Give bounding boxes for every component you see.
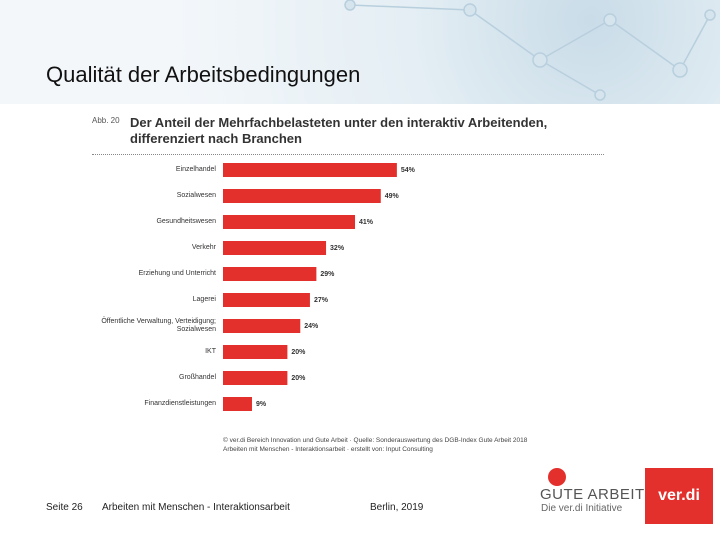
logo-main: GUTE ARBEIT (540, 486, 645, 503)
value-label: 20% (291, 349, 306, 356)
category-label: Finanzdienstleistungen (144, 400, 216, 407)
value-label: 41% (359, 219, 374, 226)
source: © ver.di Bereich Innovation und Gute Arb… (223, 436, 527, 454)
bar (223, 371, 288, 385)
footer-subject: Arbeiten mit Menschen - Interaktionsarbe… (102, 502, 290, 513)
category-label: Einzelhandel (175, 166, 216, 173)
logo-sub: Die ver.di Initiative (541, 503, 623, 514)
logo-icon (548, 468, 566, 486)
category-label-box: Sozialwesen (176, 192, 216, 199)
bar (223, 189, 381, 203)
value-label: 9% (256, 401, 267, 408)
value-label: 32% (330, 245, 345, 252)
category-label-box: Erziehung und Unterricht (138, 270, 216, 277)
category-label: Erziehung und Unterricht (138, 270, 216, 277)
category-label-box: IKT (205, 348, 216, 355)
header-band: Qualität der Arbeitsbedingungen (0, 0, 720, 104)
category-label: Öffentliche Verwaltung, Verteidigung; So… (101, 318, 216, 333)
logo-verdi: ver.di (645, 468, 713, 524)
category-label: Lagerei (192, 296, 216, 303)
category-label-box: Finanzdienstleistungen (144, 400, 216, 407)
category-label: Verkehr (191, 244, 216, 251)
category-label-box: Gesundheitswesen (156, 218, 216, 225)
value-label: 54% (401, 167, 416, 174)
category-label-box: Öffentliche Verwaltung, Verteidigung; So… (101, 318, 216, 333)
bar (223, 215, 356, 229)
value-label: 20% (291, 375, 306, 382)
chart-title: Der Anteil der Mehrfachbelasteten unter … (130, 115, 548, 146)
category-label: IKT (205, 348, 216, 355)
slide-title: Qualität der Arbeitsbedingungen (46, 62, 361, 87)
category-label: Großhandel (179, 374, 216, 381)
source-line: Arbeiten mit Menschen - Interaktionsarbe… (223, 446, 433, 453)
bar (223, 293, 310, 307)
source-line: © ver.di Bereich Innovation und Gute Arb… (223, 437, 528, 444)
bar (223, 397, 252, 411)
network-decoration (344, 0, 716, 101)
separator (92, 154, 604, 155)
category-label-box: Großhandel (179, 374, 216, 381)
category-label-box: Lagerei (192, 296, 216, 303)
value-label: 27% (314, 297, 329, 304)
value-label: 24% (304, 323, 319, 330)
category-label-box: Verkehr (191, 244, 216, 251)
category-label: Sozialwesen (176, 192, 216, 199)
category-label-box: Einzelhandel (175, 166, 216, 173)
page-number: Seite 26 (46, 502, 83, 513)
value-label: 49% (385, 193, 400, 200)
footer-date: Berlin, 2019 (370, 502, 424, 513)
category-label: Gesundheitswesen (156, 218, 216, 225)
value-label: 29% (320, 271, 335, 278)
bar (223, 163, 397, 177)
bar (223, 319, 301, 333)
figure-label: Abb. 20 (92, 116, 120, 125)
bar (223, 345, 288, 359)
bar (223, 267, 317, 281)
bar (223, 241, 327, 255)
